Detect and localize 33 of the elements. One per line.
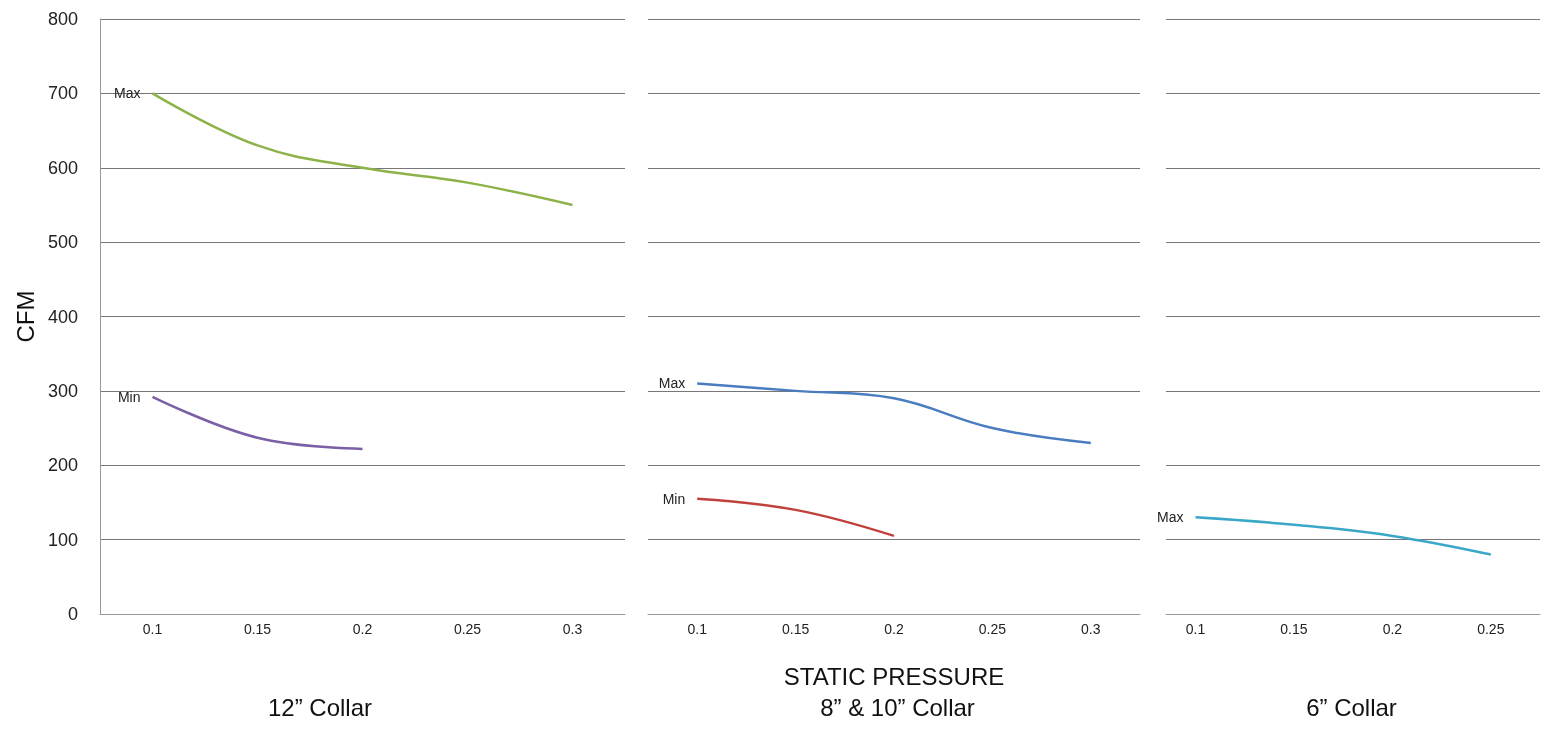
y-tick-label: 0 <box>67 604 78 624</box>
x-tick-label: 0.25 <box>1477 621 1505 637</box>
text: 12” Collar <box>267 693 373 721</box>
x-tick-label: 0.25 <box>453 621 482 637</box>
x-tick-label: 0.25 <box>978 621 1007 637</box>
series-label: Min <box>117 388 141 405</box>
x-tick-label: 0.2 <box>884 621 904 637</box>
x-tick-label: 0.15 <box>1280 621 1308 637</box>
text: 8” & 10” Collar <box>820 693 975 721</box>
x-tick-label: 0.15 <box>781 621 810 637</box>
y-tick-label: 100 <box>47 529 78 550</box>
x-tick-label: 0.2 <box>352 621 373 637</box>
x-tick-label: 0.1 <box>1185 621 1206 637</box>
x-tick-label: 0.3 <box>562 621 583 637</box>
y-tick-label: 200 <box>47 455 78 476</box>
x-tick-label: 0.1 <box>142 621 163 637</box>
y-tick-label: 800 <box>47 9 78 29</box>
series-label: Max <box>1157 509 1184 526</box>
y-tick-label: 400 <box>47 306 78 327</box>
x-tick-label: 0.1 <box>687 621 708 637</box>
y-tick-label: 700 <box>47 83 78 104</box>
y-tick-label: 300 <box>47 380 78 401</box>
x-tick-label: 0.15 <box>243 621 272 637</box>
text: 6” Collar <box>1306 693 1397 721</box>
line-series <box>151 92 574 207</box>
series-label: Max <box>658 375 686 392</box>
x-axis-title: STATIC PRESSURE <box>783 662 1005 690</box>
series-label: Min <box>662 490 686 507</box>
y-axis-title: CFM <box>11 290 39 343</box>
y-tick-label: 500 <box>47 232 78 253</box>
y-tick-label: 600 <box>47 157 78 178</box>
x-tick-label: 0.3 <box>1081 621 1101 637</box>
x-tick-label: 0.2 <box>1382 621 1403 637</box>
